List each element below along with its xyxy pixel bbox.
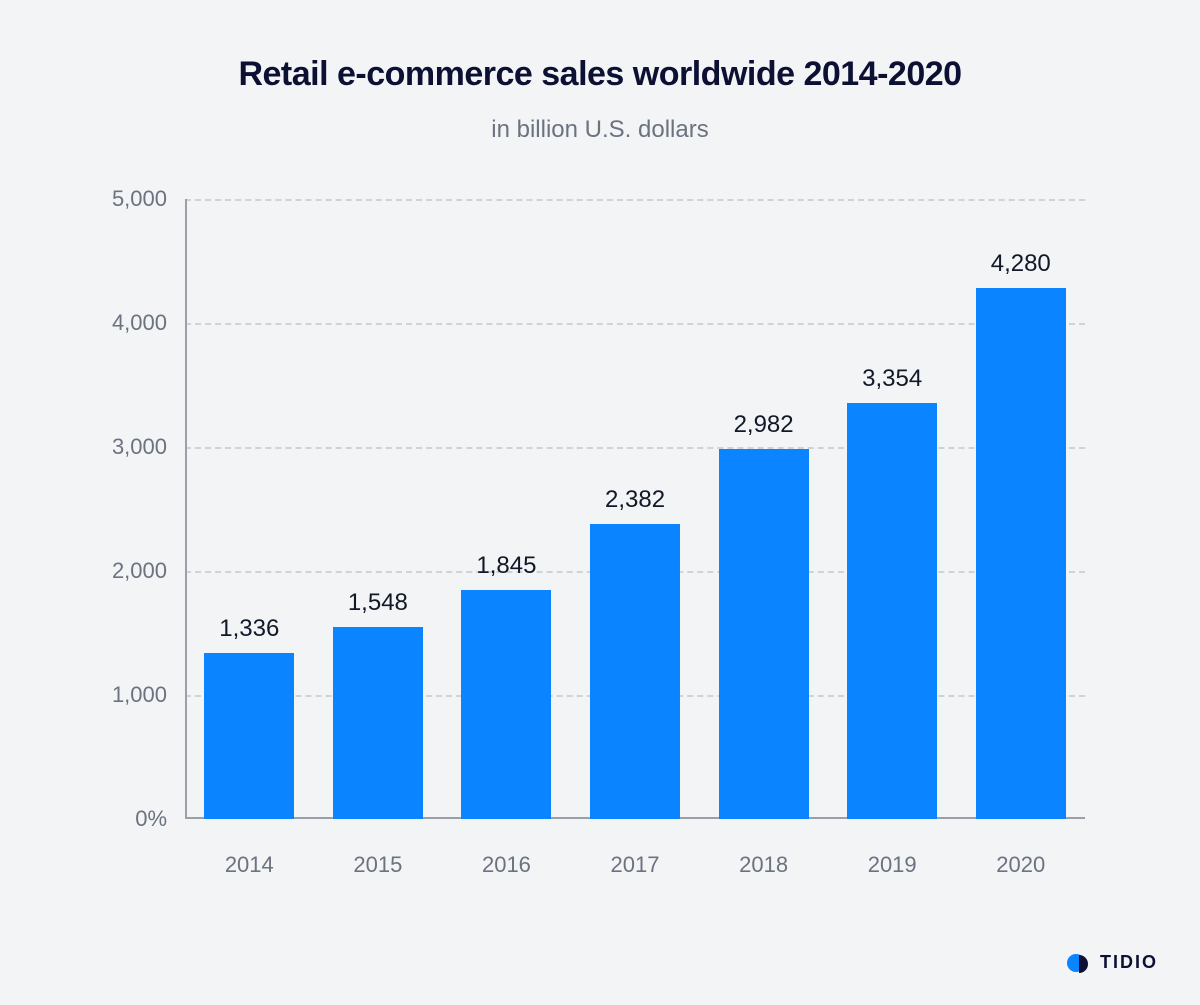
- x-tick-label: 2014: [185, 834, 314, 889]
- bar-value-label: 1,845: [476, 552, 536, 580]
- brand-logo: TIDIO: [1066, 949, 1158, 975]
- chart-title: Retail e-commerce sales worldwide 2014-2…: [50, 55, 1150, 94]
- x-tick-label: 2016: [442, 834, 571, 889]
- bar-value-label: 4,280: [991, 250, 1051, 278]
- bar-slot: 2,382: [571, 199, 700, 819]
- y-tick-label: 1,000: [112, 682, 185, 708]
- y-tick-label: 5,000: [112, 186, 185, 212]
- brand-mark-icon: [1066, 949, 1092, 975]
- bar: [590, 524, 680, 819]
- x-tick-label: 2019: [828, 834, 957, 889]
- bar: [333, 627, 423, 819]
- bar-value-label: 2,982: [734, 411, 794, 439]
- bar: [204, 653, 294, 819]
- x-tick-label: 2015: [314, 834, 443, 889]
- y-tick-label: 4,000: [112, 310, 185, 336]
- y-tick-label: 3,000: [112, 434, 185, 460]
- y-tick-label: 0%: [135, 806, 185, 832]
- bar: [976, 288, 1066, 819]
- bar-slot: 3,354: [828, 199, 957, 819]
- bar-slot: 2,982: [699, 199, 828, 819]
- bar-slot: 4,280: [956, 199, 1085, 819]
- chart-subtitle: in billion U.S. dollars: [50, 116, 1150, 144]
- bar-value-label: 1,548: [348, 589, 408, 617]
- bar-slot: 1,845: [442, 199, 571, 819]
- bar: [461, 590, 551, 819]
- x-tick-label: 2017: [571, 834, 700, 889]
- bar-value-label: 3,354: [862, 365, 922, 393]
- x-tick-label: 2020: [956, 834, 1085, 889]
- plot-area: 5,000 4,000 3,000 2,000 1,000 0% 1,336 1…: [185, 199, 1085, 819]
- bar: [719, 449, 809, 819]
- chart-container: 5,000 4,000 3,000 2,000 1,000 0% 1,336 1…: [95, 199, 1105, 889]
- bar: [847, 403, 937, 819]
- x-tick-label: 2018: [699, 834, 828, 889]
- brand-name: TIDIO: [1100, 952, 1158, 973]
- y-tick-label: 2,000: [112, 558, 185, 584]
- bar-value-label: 1,336: [219, 615, 279, 643]
- bar-slot: 1,548: [314, 199, 443, 819]
- bars-group: 1,336 1,548 1,845 2,382 2,982 3,354: [185, 199, 1085, 819]
- bar-slot: 1,336: [185, 199, 314, 819]
- x-axis-labels: 2014 2015 2016 2017 2018 2019 2020: [185, 834, 1085, 889]
- bar-value-label: 2,382: [605, 486, 665, 514]
